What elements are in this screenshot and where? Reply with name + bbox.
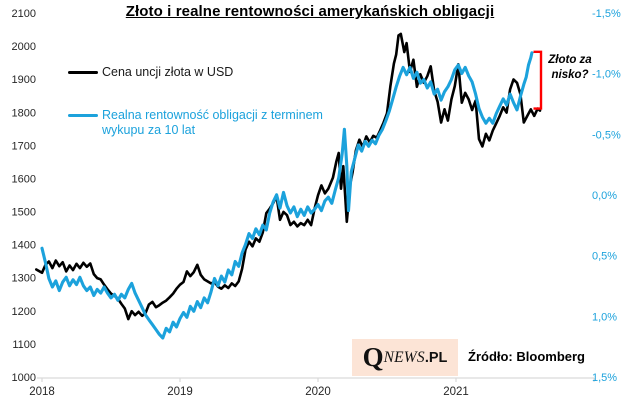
x-axis-tick-labels: 2018 2019 2020 2021 <box>29 386 469 398</box>
left-axis-tick-label: 1300 <box>12 273 36 285</box>
right-axis-tick-label: -1,0% <box>592 69 621 81</box>
data-series-lines <box>34 32 542 340</box>
left-axis-tick-labels: 2100 2000 1900 1800 1700 1600 1500 1400 1300 1200… <box>12 8 36 384</box>
legend-label-yield: Realna rentowność obligacji z terminem w… <box>102 108 323 138</box>
right-axis-tick-label: -0,5% <box>592 129 621 141</box>
left-axis-tick-label: 1100 <box>12 339 36 351</box>
qnews-logo-q: Q <box>362 342 384 372</box>
x-axis <box>37 377 595 382</box>
left-axis-tick-label: 1400 <box>12 240 36 252</box>
right-axis-tick-label: 0,0% <box>592 190 617 202</box>
right-axis-tick-labels: -1,5% -1,0% -0,5% 0,0% 0,5% 1,0% 1,5% <box>592 8 621 384</box>
right-axis-tick-label: -1,5% <box>592 8 621 20</box>
qnews-logo-news: NEWS <box>383 348 425 366</box>
right-bracket-shape <box>533 50 543 110</box>
qnews-logo: Q NEWS .PL <box>352 339 458 376</box>
right-axis-tick-label: 0,5% <box>592 251 617 263</box>
left-axis-tick-label: 1000 <box>12 372 36 384</box>
left-axis-tick-label: 2100 <box>12 8 36 20</box>
source-label: Źródło: Bloomberg <box>468 349 585 364</box>
x-axis-year-label: 2019 <box>167 386 193 398</box>
right-axis-tick-label: 1,5% <box>592 372 617 384</box>
gold-price-line <box>34 32 542 321</box>
qnews-logo-pl: .PL <box>424 349 448 366</box>
x-axis-year-label: 2020 <box>305 386 331 398</box>
left-axis-tick-label: 1600 <box>12 173 36 185</box>
annotation-gold-too-low: Złoto za nisko? <box>548 54 592 81</box>
left-axis-tick-label: 2000 <box>12 41 36 53</box>
x-axis-year-label: 2018 <box>29 386 55 398</box>
x-axis-year-label: 2021 <box>443 386 469 398</box>
left-axis-tick-label: 1800 <box>12 107 36 119</box>
left-axis-tick-label: 1200 <box>12 306 36 318</box>
left-axis-tick-label: 1900 <box>12 74 36 86</box>
legend-item-yield: Realna rentowność obligacji z terminem w… <box>68 108 340 139</box>
right-axis-tick-label: 1,0% <box>592 311 617 323</box>
gold-line-swatch <box>68 71 98 75</box>
yield-line-swatch <box>68 114 98 118</box>
legend-item-gold: Cena uncji złota w USD <box>68 65 233 80</box>
annotation-bracket <box>533 50 543 110</box>
legend-label-gold: Cena uncji złota w USD <box>102 65 234 79</box>
left-axis-tick-label: 1500 <box>12 207 36 219</box>
real-yield-line <box>40 51 534 340</box>
left-axis-tick-label: 1700 <box>12 140 36 152</box>
chart-title: Złoto i realne rentowności amerykańskich… <box>125 3 495 20</box>
